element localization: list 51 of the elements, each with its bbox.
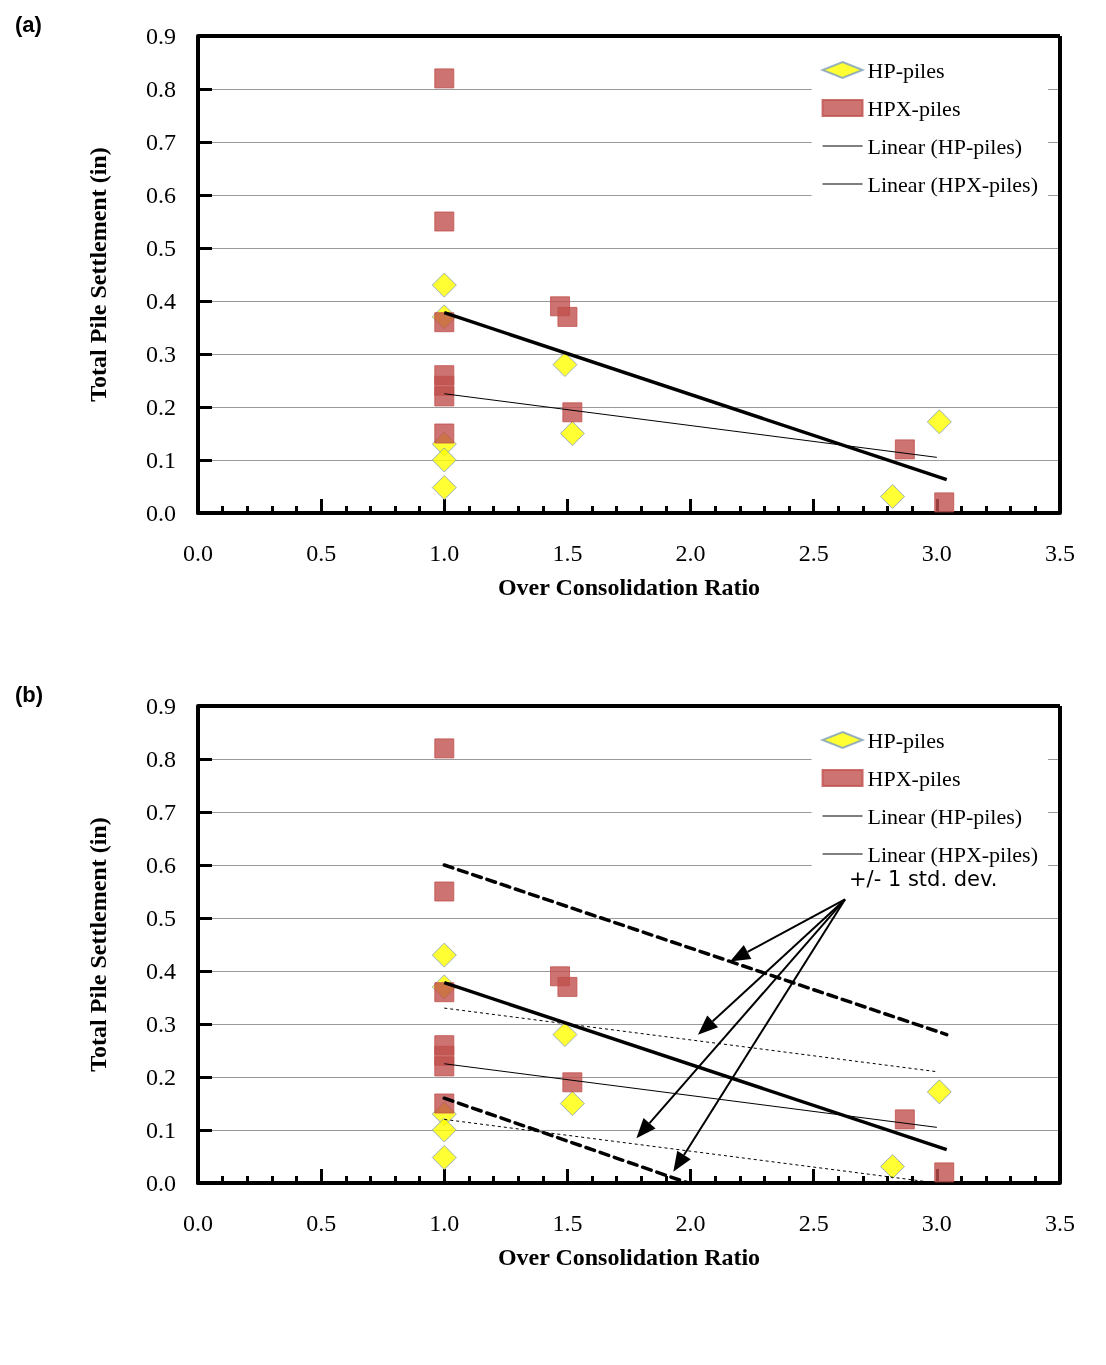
- legend-label: Linear (HP-piles): [867, 133, 1023, 159]
- y-axis-title: Total Pile Settlement (in): [85, 147, 111, 402]
- x-tick-label: 0.5: [306, 1210, 337, 1236]
- y-tick-label: 0.8: [146, 746, 176, 772]
- x-tick-label: 0.5: [306, 540, 337, 566]
- legend-label: HPX-piles: [867, 765, 961, 791]
- y-tick-label: 0.5: [146, 905, 176, 931]
- legend-label: HP-piles: [867, 727, 945, 753]
- x-axis-title: Over Consolidation Ratio: [497, 1244, 761, 1270]
- x-tick-label: 3.5: [1045, 1210, 1075, 1236]
- legend-label: HP-piles: [867, 57, 945, 83]
- y-tick-label: 0.9: [146, 693, 176, 719]
- x-tick-label: 2.5: [798, 540, 829, 566]
- x-tick-label: 1.0: [429, 540, 460, 566]
- y-tick-label: 0.4: [146, 288, 176, 314]
- y-tick-label: 0.1: [146, 447, 176, 473]
- y-tick-label: 0.3: [146, 1011, 176, 1037]
- y-tick-label: 0.7: [146, 799, 176, 825]
- x-tick-label: 3.0: [921, 540, 952, 566]
- x-tick-label: 2.0: [675, 540, 706, 566]
- y-axis-title: Total Pile Settlement (in): [85, 817, 111, 1072]
- y-tick-label: 0.3: [146, 341, 176, 367]
- y-tick-label: 0.7: [146, 129, 176, 155]
- y-tick-label: 0.4: [146, 958, 176, 984]
- legend-label: Linear (HP-piles): [867, 803, 1023, 829]
- y-tick-label: 0.8: [146, 76, 176, 102]
- legend-label: Linear (HPX-piles): [867, 171, 1039, 197]
- y-tick-label: 0.2: [146, 1064, 176, 1090]
- chart-title: (a): [15, 11, 42, 37]
- y-tick-label: 0.0: [146, 500, 176, 526]
- legend-label: HPX-piles: [867, 95, 961, 121]
- y-tick-label: 0.0: [146, 1170, 176, 1196]
- x-tick-label: 0.0: [183, 540, 213, 566]
- x-tick-label: 3.0: [921, 1210, 952, 1236]
- x-tick-label: 1.5: [552, 1210, 583, 1236]
- y-tick-label: 0.2: [146, 394, 176, 420]
- y-tick-label: 0.5: [146, 235, 176, 261]
- x-tick-label: 3.5: [1045, 540, 1075, 566]
- legend-label: Linear (HPX-piles): [867, 841, 1039, 867]
- y-tick-label: 0.1: [146, 1117, 176, 1143]
- x-tick-label: 1.0: [429, 1210, 460, 1236]
- x-tick-label: 1.5: [552, 540, 583, 566]
- x-tick-label: 2.0: [675, 1210, 706, 1236]
- y-tick-label: 0.6: [146, 852, 176, 878]
- y-tick-label: 0.9: [146, 23, 176, 49]
- chart-title: (b): [15, 681, 44, 707]
- annotation: +/- 1 std. dev.: [848, 867, 998, 892]
- x-tick-label: 0.0: [183, 1210, 213, 1236]
- y-tick-label: 0.6: [146, 182, 176, 208]
- x-tick-label: 2.5: [798, 1210, 829, 1236]
- x-axis-title: Over Consolidation Ratio: [497, 574, 761, 600]
